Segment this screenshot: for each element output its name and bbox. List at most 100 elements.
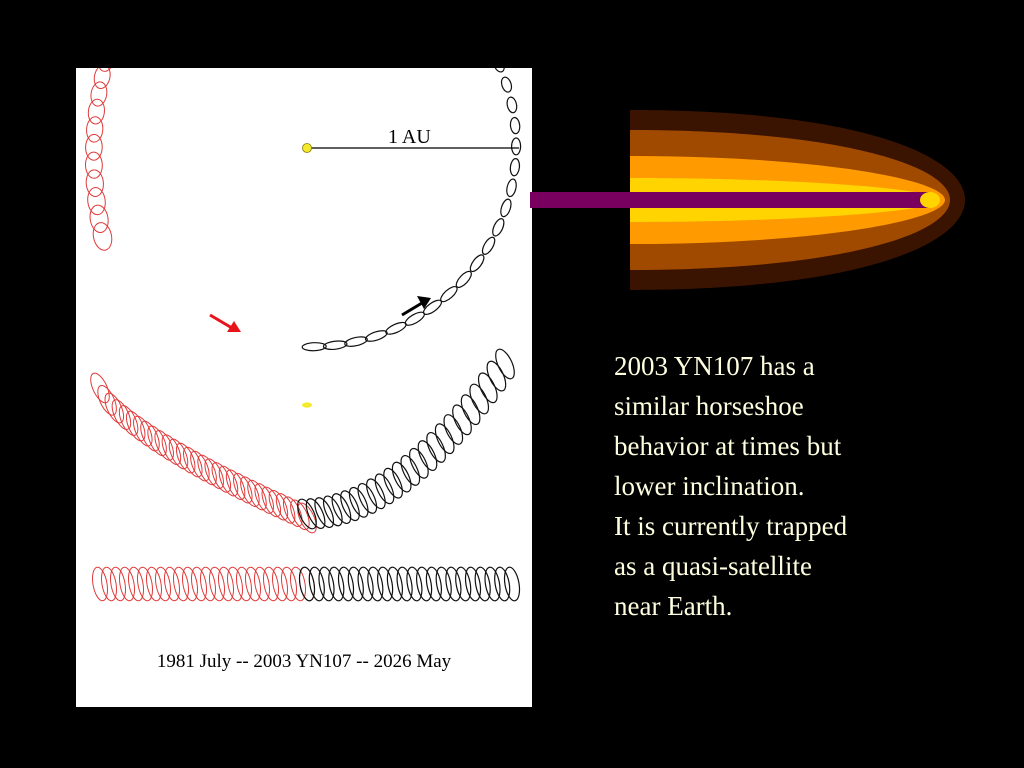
text-line: It is currently trapped — [614, 511, 848, 541]
orbit-loop — [440, 285, 458, 303]
text-line: as a quasi-satellite — [614, 551, 812, 581]
orbit-loop — [305, 498, 326, 529]
comet-decoration — [530, 110, 965, 290]
orbit-loop — [168, 438, 189, 470]
orbit-loop — [364, 330, 388, 342]
slide-text: 2003 YN107 has a similar horseshoe behav… — [614, 346, 954, 626]
orbit-loop — [464, 566, 482, 602]
orbit-loop — [492, 218, 505, 237]
orbit-loop — [87, 98, 105, 125]
orbit-loop — [110, 566, 126, 602]
orbit-loop — [481, 236, 496, 255]
orbit-loop — [426, 432, 446, 463]
orbit-loop — [92, 566, 108, 602]
orbit-loop — [128, 566, 144, 602]
orbit-loop — [331, 493, 352, 524]
orbit-loop — [322, 340, 348, 351]
orbit-loop — [125, 410, 146, 442]
horseshoe-panel-bottom — [92, 566, 521, 602]
orbit-loop — [281, 566, 297, 602]
orbit-loop — [155, 566, 171, 602]
orbit-loop — [477, 372, 498, 404]
comet-head — [920, 192, 940, 208]
orbit-loop — [204, 458, 224, 489]
orbit-loop — [301, 342, 327, 352]
orbit-loop — [318, 566, 335, 602]
orbit-loop — [154, 430, 174, 461]
orbit-loop — [119, 566, 135, 602]
orbit-loop — [101, 566, 117, 602]
orbit-loop — [503, 566, 521, 602]
orbit-loop — [263, 566, 279, 602]
orbit-loop — [500, 76, 513, 93]
orbit-loop — [200, 566, 216, 602]
orbit-loop — [90, 372, 110, 404]
orbit-loop — [469, 383, 490, 415]
orbit-loop — [348, 486, 369, 518]
orbit-loop — [147, 425, 167, 457]
orbit-diagram — [84, 68, 522, 602]
orbit-loop — [97, 385, 117, 416]
orbit-loop — [197, 454, 217, 486]
orbit-loop — [175, 442, 196, 474]
orbit-loop — [357, 483, 378, 514]
black-direction-arrow — [401, 296, 431, 317]
text-line: behavior at times but — [614, 431, 842, 461]
orbit-loop — [183, 446, 203, 478]
orbit-loop — [469, 254, 485, 273]
orbit-loop — [383, 467, 403, 499]
orbit-loop — [90, 81, 108, 107]
orbit-loop — [314, 497, 335, 528]
orbit-loop — [385, 321, 407, 335]
orbit-loop — [227, 566, 243, 602]
orbit-loop — [272, 566, 288, 602]
orbit-loop — [85, 169, 104, 197]
sun-marker-top — [302, 143, 312, 153]
orbit-loop — [290, 566, 306, 602]
orbit-loop — [133, 415, 153, 447]
orbit-loop — [357, 566, 374, 602]
text-line: lower inclination. — [614, 471, 805, 501]
orbit-loop — [377, 566, 394, 602]
orbit-loop — [137, 566, 153, 602]
orbit-loop — [493, 68, 505, 73]
orbit-loop — [118, 405, 139, 436]
horseshoe-panel-top — [84, 68, 522, 352]
orbit-loop — [191, 566, 207, 602]
orbit-loop — [434, 423, 455, 455]
past-loop-path-bottom — [92, 566, 315, 602]
orbit-loop — [233, 472, 253, 504]
orbit-loop — [140, 420, 160, 452]
orbit-loop — [455, 270, 472, 289]
orbit-loop — [506, 178, 517, 198]
orbit-loop — [85, 133, 103, 161]
orbit-loop — [173, 566, 189, 602]
past-loop-path-middle — [90, 372, 317, 534]
orbit-loop — [161, 434, 182, 465]
orbit-loop — [86, 116, 104, 143]
orbit-loop — [87, 187, 106, 216]
orbit-loop — [455, 566, 472, 602]
orbit-loop — [254, 566, 270, 602]
figure-caption: 1981 July -- 2003 YN107 -- 2026 May — [156, 651, 452, 672]
orbit-loop — [297, 502, 317, 534]
orbit-loop — [400, 455, 421, 486]
orbit-loop — [386, 566, 403, 602]
orbit-loop — [406, 566, 423, 602]
orbit-loop — [211, 462, 232, 493]
text-line: near Earth. — [614, 591, 733, 621]
orbit-loop — [337, 566, 355, 602]
orbit-loop — [98, 68, 115, 72]
orbit-loop — [104, 392, 125, 424]
red-direction-arrow — [209, 313, 241, 332]
orbit-loop — [417, 440, 438, 471]
orbit-loop — [298, 566, 316, 602]
horseshoe-panel-middle — [90, 348, 515, 534]
orbit-loop — [510, 137, 522, 156]
comet-tail — [530, 192, 930, 208]
orbit-loop — [445, 566, 462, 602]
orbit-loop — [509, 158, 521, 177]
orbit-loop — [425, 566, 442, 602]
orbit-loop — [460, 394, 481, 426]
orbit-loop — [416, 566, 433, 602]
